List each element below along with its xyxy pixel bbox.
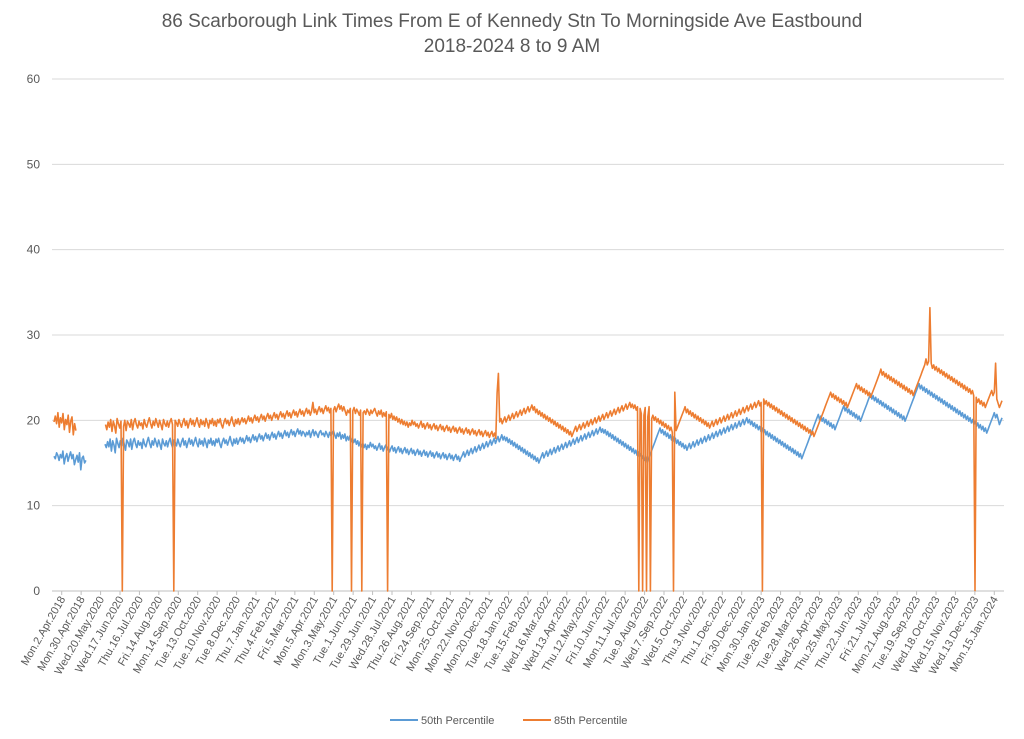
y-tick-label: 10 — [27, 499, 41, 513]
chart-subtitle: 2018-2024 8 to 9 AM — [423, 36, 601, 57]
series-line-50th-percentile — [53, 382, 1003, 471]
y-tick-label: 0 — [33, 584, 40, 598]
legend-label: 50th Percentile — [421, 715, 494, 727]
y-tick-label: 40 — [27, 243, 41, 257]
legend: 50th Percentile 85th Percentile — [390, 715, 627, 727]
x-axis-ticks: Mon.2.Apr.2018Mon.30.Apr.2018Wed.20.May.… — [19, 591, 1001, 677]
legend-item-85th-percentile: 85th Percentile — [523, 715, 627, 727]
chart-title: 86 Scarborough Link Times From E of Kenn… — [161, 11, 863, 32]
grid-layer — [52, 78, 1004, 592]
y-tick-label: 50 — [27, 157, 41, 171]
legend-label: 85th Percentile — [554, 715, 627, 727]
series-layer — [53, 306, 1003, 592]
y-tick-label: 20 — [27, 413, 41, 427]
y-tick-label: 30 — [27, 328, 41, 342]
legend-item-50th-percentile: 50th Percentile — [390, 715, 494, 727]
y-tick-label: 60 — [27, 72, 41, 86]
y-axis-ticks: 0 10 20 30 40 50 60 — [27, 72, 41, 598]
series-line-85th-percentile — [53, 306, 1003, 592]
